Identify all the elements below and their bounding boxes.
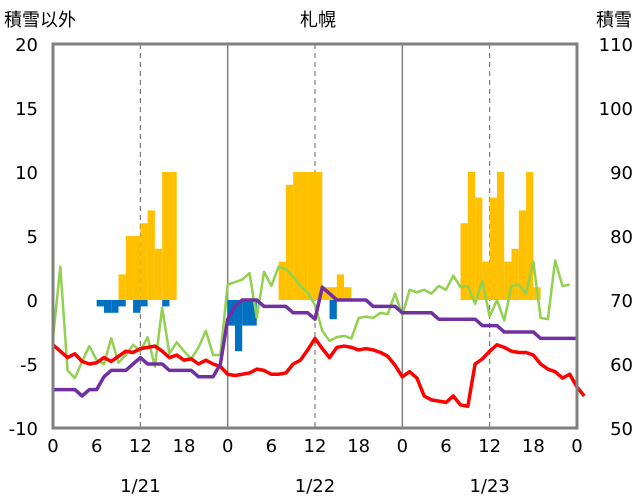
left-axis-title: 積雪以外 xyxy=(4,10,76,31)
chart-title: 札幌 xyxy=(300,10,336,31)
negative-bar-1 xyxy=(103,300,112,313)
snowfall-bar-20 xyxy=(315,172,323,300)
x-tick-label: 0 xyxy=(397,436,408,457)
negative-bar-3 xyxy=(118,300,126,307)
x-tick-label: 0 xyxy=(222,436,233,457)
snowfall-bars xyxy=(118,172,541,300)
snowfall-bar-16 xyxy=(285,184,294,300)
x-tick-label: 0 xyxy=(47,436,58,457)
snowfall-bar-8 xyxy=(154,248,163,300)
date-label: 1/22 xyxy=(295,476,335,497)
right-tick-label: 110 xyxy=(599,35,633,56)
left-tick-label: 15 xyxy=(15,99,38,120)
date-label: 1/23 xyxy=(469,476,509,497)
snowfall-bar-29 xyxy=(489,197,497,300)
right-tick-labels: 110 100 90 80 70 60 50 xyxy=(599,35,633,440)
snowfall-bar-4 xyxy=(125,236,134,300)
negative-bar-0 xyxy=(96,300,104,307)
left-tick-label: -5 xyxy=(20,355,38,376)
right-tick-label: 100 xyxy=(599,99,633,120)
snowfall-bar-17 xyxy=(293,172,301,300)
left-tick-label: 20 xyxy=(15,35,38,56)
negative-bar-6 xyxy=(162,300,170,307)
negative-bars xyxy=(96,300,337,352)
series-lines xyxy=(51,259,586,408)
negative-bar-9 xyxy=(242,300,250,326)
x-tick-labels: 0 6 12 18 0 6 12 18 0 6 12 18 0 xyxy=(47,436,582,457)
x-tick-label: 18 xyxy=(347,436,370,457)
left-tick-label: -10 xyxy=(9,419,38,440)
x-tick-label: 6 xyxy=(266,436,277,457)
snowfall-bar-19 xyxy=(307,172,315,300)
x-tick-label: 6 xyxy=(91,436,102,457)
snowfall-bar-10 xyxy=(169,172,177,300)
right-tick-label: 50 xyxy=(610,419,633,440)
x-tick-label: 0 xyxy=(571,436,582,457)
date-labels: 1/21 1/22 1/23 xyxy=(120,476,510,497)
snowfall-bar-28 xyxy=(482,261,490,300)
snowfall-bar-24 xyxy=(344,287,352,300)
temperature-line xyxy=(51,336,586,408)
right-tick-label: 80 xyxy=(610,227,633,248)
snowfall-bar-15 xyxy=(278,261,286,300)
snowfall-bar-22 xyxy=(329,287,337,300)
snowfall-bar-25 xyxy=(460,223,468,300)
date-label: 1/21 xyxy=(120,476,160,497)
negative-bar-5 xyxy=(140,300,148,307)
snowfall-bar-7 xyxy=(147,210,155,300)
snowfall-bar-23 xyxy=(336,274,345,300)
snowfall-bar-30 xyxy=(496,172,505,300)
plot-frame xyxy=(51,42,579,430)
x-tick-label: 18 xyxy=(173,436,196,457)
snowfall-bar-31 xyxy=(504,261,512,300)
snowfall-bar-6 xyxy=(140,223,148,300)
snowfall-bar-3 xyxy=(118,274,126,300)
left-tick-label: 0 xyxy=(27,291,38,312)
x-tick-label: 18 xyxy=(522,436,545,457)
snowfall-bar-9 xyxy=(162,172,170,300)
snowfall-bar-26 xyxy=(467,172,476,300)
x-tick-label: 12 xyxy=(304,436,327,457)
right-axis-title: 積雪 xyxy=(596,10,632,31)
x-tick-label: 12 xyxy=(478,436,501,457)
x-tick-label: 12 xyxy=(129,436,152,457)
snow-depth-line xyxy=(53,285,577,398)
negative-bar-8 xyxy=(234,300,243,352)
negative-bar-10 xyxy=(249,300,257,326)
snowfall-bar-27 xyxy=(475,197,483,300)
negative-bar-11 xyxy=(329,300,337,320)
negative-bar-2 xyxy=(111,300,119,313)
snowfall-bar-21 xyxy=(322,287,330,300)
left-tick-label: 10 xyxy=(15,163,38,184)
snowfall-bar-34 xyxy=(526,172,534,300)
left-tick-label: 5 xyxy=(27,227,38,248)
snowfall-bar-32 xyxy=(511,248,519,300)
right-tick-label: 90 xyxy=(610,163,633,184)
snowfall-bar-5 xyxy=(133,236,141,300)
snowfall-bar-33 xyxy=(518,210,527,300)
left-tick-labels: 20 15 10 5 0 -5 -10 xyxy=(9,35,38,440)
negative-bar-4 xyxy=(133,300,141,313)
right-tick-label: 60 xyxy=(610,355,633,376)
snowfall-bar-18 xyxy=(300,172,308,300)
right-tick-label: 70 xyxy=(610,291,633,312)
x-tick-label: 6 xyxy=(440,436,451,457)
